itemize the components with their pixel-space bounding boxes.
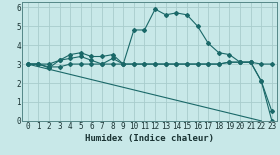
X-axis label: Humidex (Indice chaleur): Humidex (Indice chaleur) — [85, 134, 214, 143]
